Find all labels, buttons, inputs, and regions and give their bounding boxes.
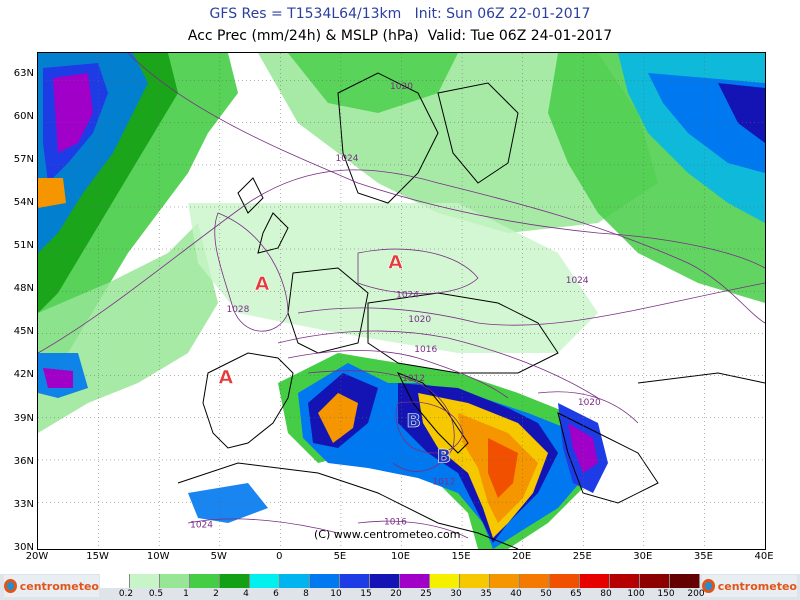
- lon-tick-label: 5W: [210, 551, 227, 562]
- legend-label: 65: [570, 589, 582, 599]
- isobar-label: 1012: [432, 477, 455, 487]
- legend-swatch: [430, 574, 460, 588]
- isobar-label: 1020: [390, 82, 413, 92]
- legend-swatch: [130, 574, 160, 588]
- lon-tick-label: 15W: [86, 551, 109, 562]
- legend-label: 2: [213, 589, 219, 599]
- legend-swatch: [280, 574, 310, 588]
- logo-text-left: centrometeo: [19, 579, 99, 593]
- logo-icon: [702, 579, 715, 593]
- legend-label: 100: [627, 589, 645, 599]
- legend-swatch: [610, 574, 640, 588]
- legend-label: 40: [510, 589, 522, 599]
- legend-label: 10: [330, 589, 342, 599]
- legend-swatch: [310, 574, 340, 588]
- legend-label: 1: [183, 589, 189, 599]
- legend-label: 20: [390, 589, 402, 599]
- legend-swatch: [670, 574, 700, 588]
- lon-tick-label: 10W: [146, 551, 170, 562]
- legend-label: 80: [600, 589, 612, 599]
- isobar-label: 1024: [190, 520, 213, 530]
- copyright-text: (C) www.centrometeo.com: [314, 528, 460, 541]
- lat-tick-label: 57N: [13, 153, 34, 165]
- legend-label: 6: [273, 589, 279, 599]
- legend-label: 15: [360, 589, 372, 599]
- lon-tick-label: 20W: [25, 551, 49, 562]
- legend-label: 0.2: [118, 589, 134, 599]
- lat-tick-label: 36N: [13, 455, 34, 467]
- low-pressure-marker: B: [406, 410, 420, 432]
- legend-swatch: [370, 574, 400, 588]
- title-line-2: Acc Prec (mm/24h) & MSLP (hPa) Valid: Tu…: [187, 28, 613, 44]
- lat-tick-label: 39N: [13, 412, 34, 424]
- high-pressure-marker: A: [218, 367, 233, 389]
- lat-tick-label: 63N: [13, 67, 34, 79]
- logo-text-right: centrometeo: [717, 579, 797, 593]
- legend-swatch: [400, 574, 430, 588]
- title-line-1: GFS Res = T1534L64/13km Init: Sun 06Z 22…: [209, 6, 591, 22]
- lon-tick-label: 25E: [572, 551, 592, 562]
- lat-tick-label: 48N: [13, 283, 34, 295]
- legend-label: 30: [450, 589, 462, 599]
- isobar-label: 1020: [578, 398, 601, 408]
- isobar-label: 1020: [408, 315, 431, 325]
- lat-tick-label: 45N: [13, 326, 34, 338]
- legend-label: 150: [657, 589, 675, 599]
- legend-swatch: [100, 574, 130, 588]
- lon-tick-label: 10E: [390, 551, 411, 562]
- lat-tick-label: 42N: [13, 369, 34, 381]
- legend-swatch: [340, 574, 370, 588]
- legend-swatch: [460, 574, 490, 588]
- lon-tick-label: 20E: [512, 551, 532, 562]
- legend-swatch: [520, 574, 550, 588]
- legend-swatch: [250, 574, 280, 588]
- legend-swatch: [160, 574, 190, 588]
- lon-tick-label: 0: [276, 551, 283, 562]
- lon-tick-label: 35E: [693, 551, 713, 562]
- legend-swatch: [640, 574, 670, 588]
- centrometeo-logo-left: centrometeo: [4, 575, 99, 597]
- legend-swatch: [550, 574, 580, 588]
- isobar-label: 1016: [414, 345, 437, 355]
- isobar-label: 1024: [336, 154, 359, 164]
- lat-tick-label: 33N: [13, 498, 34, 510]
- isobar-label: 1024: [566, 276, 589, 286]
- lat-tick-label: 60N: [13, 110, 34, 122]
- legend-label: 35: [480, 589, 492, 599]
- legend-label: 200: [687, 589, 705, 599]
- legend-label: 50: [540, 589, 552, 599]
- legend-label: 4: [243, 589, 249, 599]
- isobar-label: 1016: [384, 518, 407, 528]
- legend-swatch: [580, 574, 610, 588]
- lon-tick-label: 15E: [451, 551, 471, 562]
- high-pressure-marker: A: [388, 252, 403, 274]
- legend-swatch: [190, 574, 220, 588]
- lat-tick-label: 54N: [13, 196, 34, 208]
- lat-tick-label: 30N: [13, 542, 34, 553]
- legend-swatch: [220, 574, 250, 588]
- isobar-label: 1024: [396, 290, 419, 300]
- legend-swatch: [490, 574, 520, 588]
- lat-tick-label: 51N: [13, 240, 34, 252]
- legend-label: 8: [303, 589, 309, 599]
- high-pressure-marker: A: [255, 273, 270, 295]
- lon-tick-label: 40E: [754, 551, 774, 562]
- legend-label: 25: [420, 589, 432, 599]
- lon-tick-label: 30E: [633, 551, 653, 562]
- weather-map: 1020 1024 1028 1024 1024 1020 1016 1012 1020 1012…: [37, 52, 766, 550]
- legend-label: 0.5: [148, 589, 164, 599]
- centrometeo-logo-right: centrometeo: [702, 575, 797, 597]
- low-pressure-marker: B: [437, 446, 451, 468]
- isobar-label: 1012: [402, 374, 425, 384]
- lon-tick-label: 5E: [333, 551, 347, 562]
- logo-icon: [4, 579, 17, 593]
- map-canvas: 1020 1024 1028 1024 1024 1020 1016 1012 1020 1012…: [38, 53, 765, 549]
- isobar-label: 1028: [226, 305, 249, 315]
